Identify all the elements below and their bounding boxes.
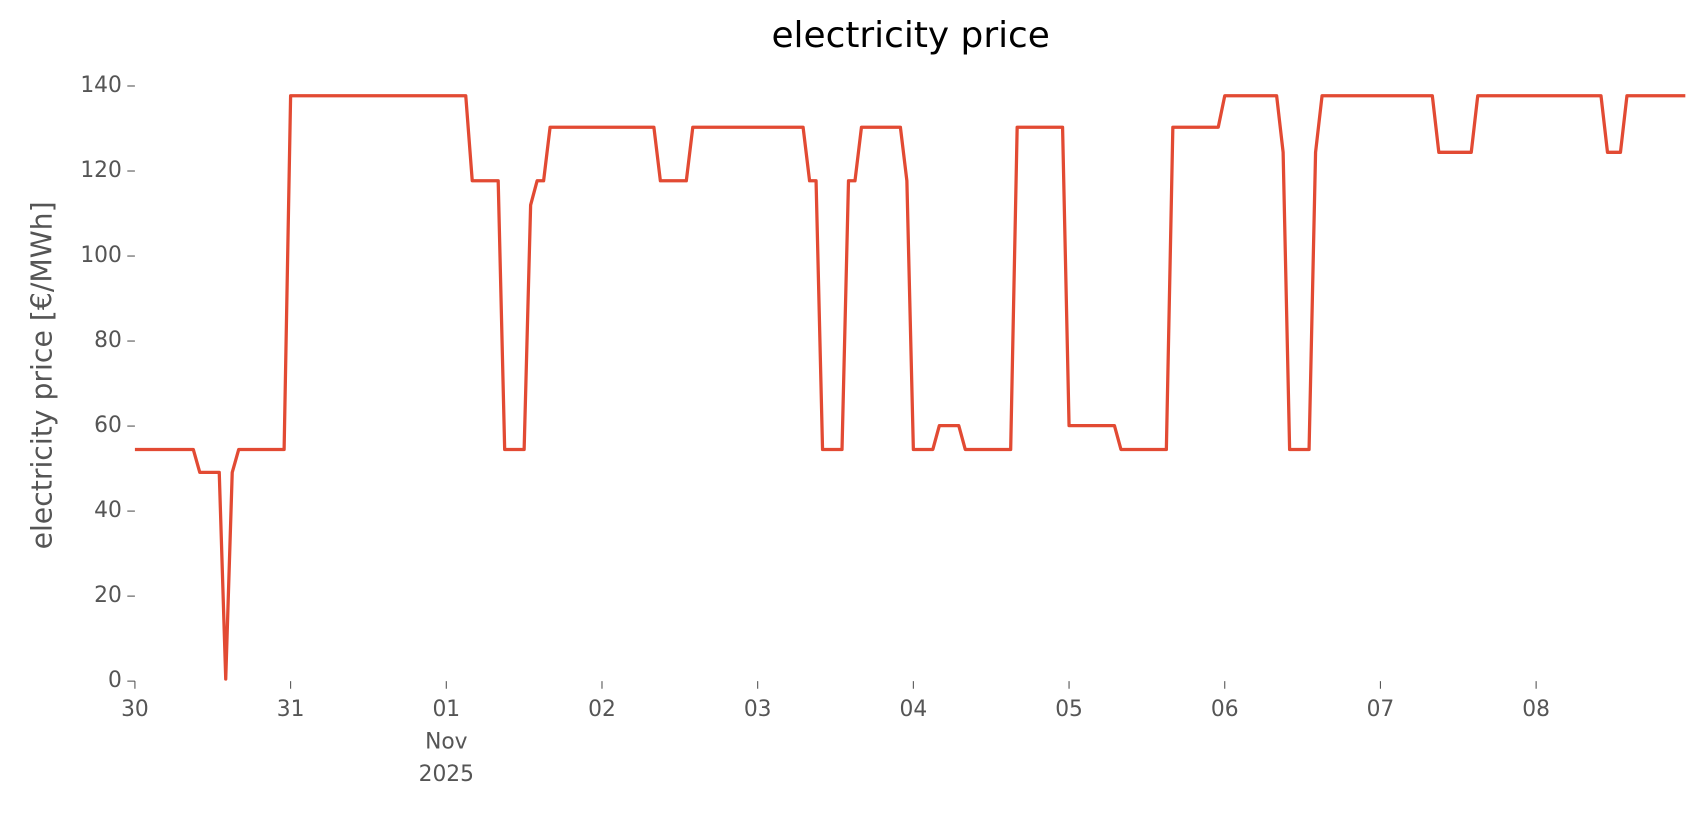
x-tick-label: 31 <box>277 697 305 722</box>
y-axis-label: electricity price [€/MWh] <box>26 201 59 549</box>
y-tick-label: 0 <box>108 668 122 693</box>
price-line <box>134 94 1686 681</box>
x-tick-label: 03 <box>744 697 772 722</box>
x-tick-label: 08 <box>1522 697 1550 722</box>
x-tick-label: 05 <box>1055 697 1083 722</box>
x-tick-label: 06 <box>1211 697 1239 722</box>
x-tick-label: 01 Nov 2025 <box>419 697 474 787</box>
x-tick-label: 30 <box>121 697 149 722</box>
y-tick-label: 140 <box>80 73 122 98</box>
x-tick-label: 04 <box>900 697 928 722</box>
y-tick-label: 100 <box>80 243 122 268</box>
chart-title: electricity price <box>771 15 1049 56</box>
y-tick-label: 80 <box>94 328 122 353</box>
y-tick-label: 120 <box>80 158 122 183</box>
y-tick-label: 20 <box>94 583 122 608</box>
x-tick-label: 07 <box>1367 697 1395 722</box>
y-tick-label: 60 <box>94 413 122 438</box>
x-tick-label: 02 <box>588 697 616 722</box>
y-tick-label: 40 <box>94 498 122 523</box>
